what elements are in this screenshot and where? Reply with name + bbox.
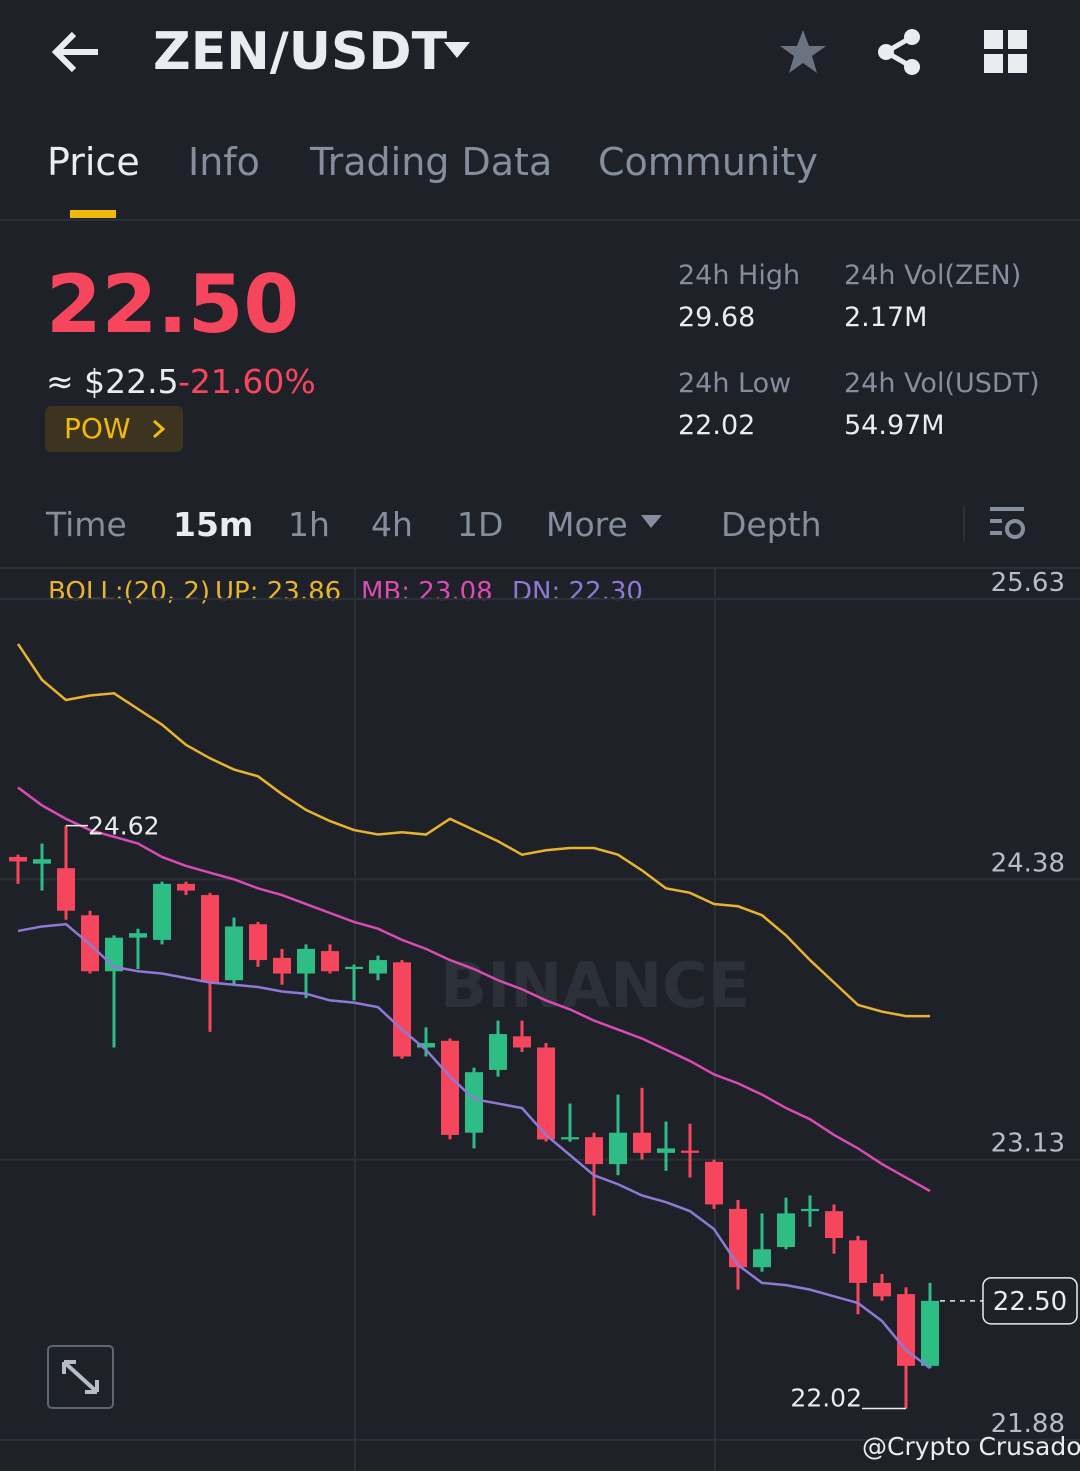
- watermark: BINANCE: [440, 949, 750, 1022]
- indicator-label: BOLL:(20, 2): [48, 577, 210, 607]
- expand-button[interactable]: [47, 1345, 114, 1409]
- candle-body: [561, 1137, 579, 1140]
- divider: [0, 567, 1080, 569]
- candle-body: [513, 1036, 531, 1048]
- fiat-price: ≈ $22.5: [46, 362, 179, 401]
- stat-label: 24h High: [678, 260, 801, 291]
- divider: [963, 505, 965, 541]
- low-label: 22.02: [790, 1383, 862, 1412]
- settings-icon[interactable]: [988, 505, 1028, 543]
- share-icon[interactable]: [876, 28, 924, 76]
- stat-label: 24h Low: [678, 368, 792, 399]
- grid-icon[interactable]: [984, 30, 1028, 74]
- candle-body: [273, 957, 291, 974]
- candle-body: [585, 1137, 603, 1165]
- stat-value: 22.02: [678, 410, 756, 441]
- y-tick-label: 24.38: [991, 848, 1065, 878]
- band-line: [16, 643, 930, 1018]
- candle-body: [849, 1240, 867, 1283]
- candle-body: [153, 883, 171, 940]
- candle-body: [417, 1043, 435, 1048]
- y-tick-label: 21.88: [991, 1409, 1065, 1439]
- price-change: -21.60%: [178, 362, 316, 401]
- last-price: 22.50: [46, 258, 300, 351]
- interval[interactable]: Time: [46, 505, 127, 544]
- y-tick-label: 23.13: [991, 1129, 1065, 1159]
- candle-body: [249, 924, 267, 961]
- candle-body: [825, 1211, 843, 1239]
- band-line: [17, 786, 931, 1193]
- stat-value: 29.68: [678, 302, 756, 333]
- expand-icon: [62, 1360, 99, 1394]
- tag-chevron: [153, 419, 166, 439]
- tab-indicator: [70, 210, 116, 218]
- stat-value: 2.17M: [844, 302, 928, 333]
- interval[interactable]: 1D: [457, 505, 504, 544]
- candle-body: [33, 859, 51, 864]
- candle-body: [705, 1161, 723, 1205]
- back-icon[interactable]: [50, 30, 102, 74]
- interval[interactable]: 4h: [371, 505, 413, 544]
- candle-body: [465, 1072, 483, 1133]
- candle-body: [753, 1249, 771, 1268]
- interval[interactable]: 1h: [288, 505, 330, 544]
- interval[interactable]: Depth: [721, 505, 822, 544]
- candle-body: [921, 1300, 939, 1366]
- tab[interactable]: Info: [188, 140, 260, 184]
- candle-body: [489, 1034, 507, 1070]
- price-tag-label: 22.50: [993, 1287, 1067, 1317]
- candle-body: [345, 966, 363, 970]
- indicator-value: MB: 23.08: [361, 577, 493, 607]
- candle-body: [321, 951, 339, 972]
- candle-body: [537, 1047, 555, 1140]
- candle-body: [393, 962, 411, 1057]
- candle-body: [9, 856, 27, 862]
- more-caret: [641, 515, 662, 528]
- indicator-value: UP: 23.86: [215, 577, 341, 607]
- candle-body: [681, 1150, 699, 1153]
- high-label: 24.62: [88, 812, 160, 841]
- candle-body: [897, 1294, 915, 1366]
- credit: @Crypto Crusador: [862, 1432, 1080, 1461]
- stat-label: 24h Vol(ZEN): [844, 260, 1022, 291]
- pair-title[interactable]: ZEN/USDT: [153, 22, 448, 82]
- candle-body: [177, 883, 195, 891]
- candle-body: [801, 1208, 819, 1212]
- price-tag: [982, 1277, 1078, 1325]
- candle-body: [609, 1132, 627, 1165]
- tab[interactable]: Community: [598, 140, 818, 184]
- tag-box[interactable]: [45, 406, 183, 452]
- candle-body: [633, 1132, 651, 1153]
- candle-body: [129, 933, 147, 938]
- stat-value: 54.97M: [844, 410, 945, 441]
- tab[interactable]: Price: [47, 140, 140, 184]
- candle-body: [57, 868, 75, 911]
- stat-label: 24h Vol(USDT): [844, 368, 1040, 399]
- candle-body: [777, 1213, 795, 1248]
- indicator-value: DN: 22.30: [512, 577, 643, 607]
- candle-body: [225, 926, 243, 981]
- candle-body: [441, 1040, 459, 1135]
- tag-label: POW: [64, 412, 131, 445]
- candle-body: [729, 1208, 747, 1268]
- candle-body: [369, 960, 387, 974]
- candle-body: [657, 1148, 675, 1153]
- divider: [0, 219, 1080, 221]
- candle-body: [297, 948, 315, 974]
- candle-body: [873, 1282, 891, 1297]
- star-icon[interactable]: [778, 28, 828, 76]
- y-tick-label: 25.63: [991, 569, 1065, 598]
- pair-caret[interactable]: [442, 40, 472, 62]
- interval[interactable]: More: [546, 505, 628, 544]
- interval[interactable]: 15m: [173, 505, 254, 544]
- chart: BINANCE BOLL:(20, 2) UP: 23.86 MB: 23.08…: [0, 569, 1080, 1471]
- tab[interactable]: Trading Data: [310, 140, 553, 184]
- candle-body: [201, 895, 219, 983]
- band-line: [17, 922, 931, 1370]
